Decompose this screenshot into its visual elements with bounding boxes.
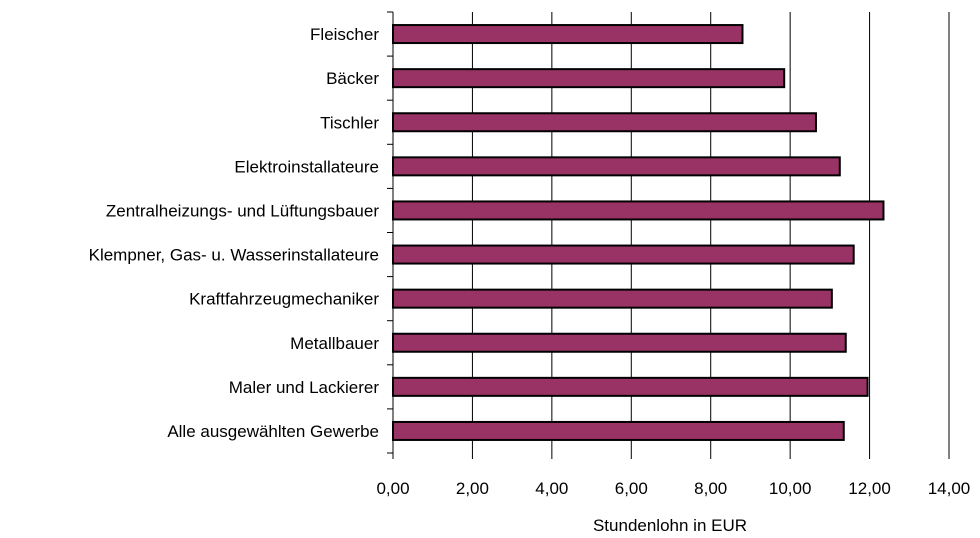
x-tick-label: 14,00 (928, 479, 971, 498)
x-tick-label: 0,00 (376, 479, 409, 498)
bar (392, 288, 833, 309)
category-label: Zentralheizungs- und Lüftungsbauer (106, 201, 379, 220)
category-label: Alle ausgewählten Gewerbe (167, 422, 379, 441)
category-label: Kraftfahrzeugmechaniker (189, 290, 379, 309)
category-label: Bäcker (326, 69, 379, 88)
x-axis-title: Stundenlohn in EUR (593, 516, 747, 535)
bar (392, 244, 855, 265)
axes (387, 11, 950, 459)
category-labels: Fleischer Bäcker Tischler Elektroinstallate… (89, 25, 380, 441)
category-label: Maler und Lackierer (229, 378, 380, 397)
category-label: Tischler (320, 113, 379, 132)
bar (392, 68, 786, 89)
bar (392, 332, 847, 353)
bar (392, 156, 841, 177)
x-tick-label: 12,00 (848, 479, 891, 498)
bar (392, 112, 817, 133)
bar (392, 420, 845, 441)
category-label: Fleischer (310, 25, 379, 44)
x-tick-label: 10,00 (769, 479, 812, 498)
bar (392, 376, 869, 397)
x-tick-label: 6,00 (615, 479, 648, 498)
x-tick-label: 4,00 (535, 479, 568, 498)
category-label: Klempner, Gas- u. Wasserinstallateure (89, 246, 379, 265)
x-tick-label: 2,00 (456, 479, 489, 498)
x-tick-label: 8,00 (694, 479, 727, 498)
x-tick-labels: 0,00 2,00 4,00 6,00 8,00 10,00 12,00 14,00 (376, 479, 970, 498)
bars (392, 24, 885, 441)
category-label: Elektroinstallateure (234, 157, 379, 176)
bar (392, 24, 744, 45)
bar (392, 200, 885, 221)
category-label: Metallbauer (290, 334, 379, 353)
